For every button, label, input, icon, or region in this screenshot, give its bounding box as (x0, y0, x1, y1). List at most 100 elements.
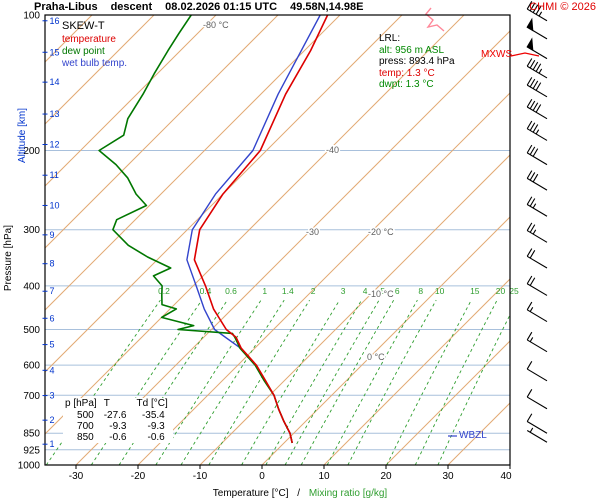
svg-text:200: 200 (23, 146, 40, 157)
table-header-row: p [hPa] T Td [°C] (63, 398, 173, 410)
svg-text:7: 7 (50, 286, 55, 296)
svg-text:8: 8 (418, 286, 423, 296)
svg-text:13: 13 (50, 109, 60, 119)
svg-text:-20 °C: -20 °C (368, 227, 394, 237)
svg-text:300: 300 (23, 225, 40, 236)
svg-text:0.2: 0.2 (158, 286, 170, 296)
mxws-marker (510, 52, 540, 57)
sounding-table: p [hPa] T Td [°C] 500 -27.6 -35.4 700 -9.3 -9… (63, 398, 173, 443)
table-cell: -35.4 (141, 410, 165, 421)
dewpoint-curve (98, 15, 293, 444)
svg-text:40: 40 (500, 471, 512, 482)
sounding-type: descent (110, 1, 153, 13)
svg-text:8: 8 (50, 259, 55, 269)
temperature-curve (193, 15, 329, 444)
svg-text:12: 12 (50, 140, 60, 150)
temperature-tick-labels: -30 -20 -10 0 10 20 30 40 (69, 465, 512, 482)
legend-item-dew-point: dew point (62, 46, 105, 57)
pressure-tick-labels: 100 200 300 400 500 600 700 850 925 1000 (18, 11, 41, 472)
svg-text:1: 1 (50, 439, 55, 449)
svg-text:925: 925 (23, 445, 40, 456)
aux-trace (425, 7, 445, 32)
svg-text:9: 9 (50, 230, 55, 240)
svg-text:0: 0 (259, 471, 265, 482)
svg-text:0.6: 0.6 (225, 286, 237, 296)
svg-text:4: 4 (363, 286, 368, 296)
lrl-title: LRL: (379, 33, 401, 44)
svg-text:-80 °C: -80 °C (203, 20, 229, 30)
altitude-axis-title: Altitude [km] (17, 108, 28, 164)
lrl-info-box: LRL: alt: 956 m ASL press: 893.4 hPa temp:… (379, 33, 455, 91)
svg-text:-30: -30 (306, 227, 319, 237)
svg-text:-30: -30 (69, 471, 84, 482)
header: Praha-Libus descent 08.02.2026 01:15 UTC… (34, 1, 363, 13)
lrl-info-line: alt: 956 m ASL (379, 44, 445, 56)
svg-text:11: 11 (50, 170, 59, 180)
copyright: CHMI © 2026 (529, 1, 596, 13)
x-axis-separator: / (297, 488, 301, 499)
svg-text:5: 5 (50, 340, 55, 350)
table-row: 700 -9.3 -9.3 (63, 421, 173, 432)
legend-title: SKEW-T (62, 20, 105, 32)
svg-text:-20: -20 (131, 471, 146, 482)
legend-items: temperature dew point wet bulb temp. (62, 34, 127, 70)
wbzl-label: WBZL (459, 430, 487, 441)
svg-text:700: 700 (23, 391, 40, 402)
wind-barbs (526, 1, 548, 443)
svg-text:15: 15 (470, 286, 480, 296)
svg-text:20: 20 (496, 286, 506, 296)
table-cell: 500 (77, 410, 94, 421)
legend-item-temperature: temperature (62, 34, 116, 45)
svg-text:5: 5 (380, 286, 385, 296)
svg-text:1: 1 (262, 286, 267, 296)
svg-text:-10: -10 (193, 471, 208, 482)
svg-text:1.4: 1.4 (282, 286, 294, 296)
x-axis-temperature-label: Temperature [°C] (212, 488, 289, 499)
svg-text:6: 6 (395, 286, 400, 296)
mxws-label: MXWS (481, 49, 513, 60)
lrl-info-line: temp: 1.3 °C (379, 67, 435, 79)
table-cell: -9.3 (109, 421, 127, 432)
coordinates: 49.58N,14.98E (290, 1, 364, 13)
svg-text:500: 500 (23, 325, 40, 336)
svg-text:2: 2 (50, 415, 55, 425)
svg-text:16: 16 (50, 16, 60, 26)
table-col-temperature: T (103, 398, 110, 409)
svg-text:10: 10 (435, 286, 445, 296)
svg-text:0.4: 0.4 (200, 286, 212, 296)
svg-text:30: 30 (442, 471, 454, 482)
datetime: 08.02.2026 01:15 UTC (165, 1, 278, 13)
table-cell: 850 (77, 432, 94, 443)
svg-text:15: 15 (50, 47, 60, 57)
pressure-axis-title: Pressure [hPa] (3, 225, 14, 292)
table-row: 500 -27.6 -35.4 (63, 410, 173, 421)
svg-text:2: 2 (311, 286, 316, 296)
table-col-pressure: p [hPa] (65, 398, 97, 409)
isotherm-grid (45, 15, 510, 465)
table-cell: -0.6 (109, 432, 127, 443)
svg-text:400: 400 (23, 281, 40, 292)
mixing-ratio-labels: 0.2 0.4 0.6 1 1.4 2 3 4 5 6 8 10 15 20 25 (158, 286, 519, 296)
svg-text:6: 6 (50, 313, 55, 323)
svg-text:100: 100 (23, 11, 40, 22)
table-cell: 700 (77, 421, 94, 432)
x-axis-title: Temperature [°C] / Mixing ratio [g/kg] (0, 488, 600, 499)
svg-text:-10 °C: -10 °C (368, 289, 394, 299)
x-axis-mixing-label: Mixing ratio [g/kg] (308, 488, 388, 499)
plot-frame (44, 14, 511, 466)
wetbulb-curve (186, 15, 321, 444)
svg-text:600: 600 (23, 361, 40, 372)
svg-text:0 °C: 0 °C (367, 352, 385, 362)
table-cell: -27.6 (103, 410, 127, 421)
station-name: Praha-Libus (34, 1, 98, 13)
table-col-dewpoint: Td [°C] (136, 398, 168, 409)
legend-item-wet-bulb-temp-: wet bulb temp. (62, 58, 128, 69)
svg-text:10: 10 (318, 471, 330, 482)
svg-text:850: 850 (23, 429, 40, 440)
svg-text:1000: 1000 (18, 461, 41, 472)
mixing-ratio-lines (45, 299, 510, 465)
legend-box: SKEW-T temperature dew point wet bulb temp… (62, 20, 127, 70)
